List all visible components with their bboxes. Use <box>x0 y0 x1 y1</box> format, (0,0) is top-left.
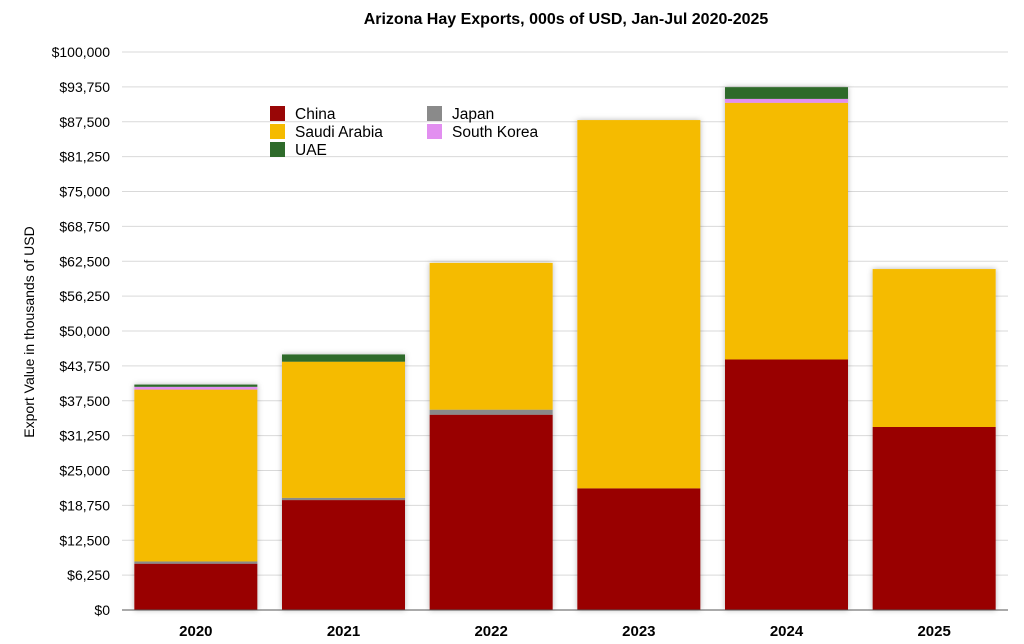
bar-saudi-arabia-2021 <box>282 361 405 498</box>
y-tick-label: $81,250 <box>59 149 110 165</box>
bar-uae-2021 <box>282 354 405 362</box>
y-tick-label: $12,500 <box>59 532 110 548</box>
bar-china-2024 <box>725 359 848 610</box>
x-tick-label: 2021 <box>327 623 360 640</box>
bar-china-2021 <box>282 500 405 610</box>
x-tick-label: 2023 <box>622 623 655 640</box>
y-axis-label: Export Value in thousands of USD <box>21 226 37 437</box>
bar-china-2025 <box>872 426 996 610</box>
bar-stack-2020 <box>134 384 258 610</box>
legend-item-japan: Japan <box>427 106 494 123</box>
y-tick-label: $25,000 <box>59 463 110 479</box>
bar-china-2023 <box>577 488 701 610</box>
y-tick-label: $75,000 <box>59 184 110 200</box>
bar-stack-2025 <box>872 269 996 610</box>
y-tick-label: $93,750 <box>59 79 110 95</box>
bar-saudi-arabia-2024 <box>725 102 848 360</box>
bar-saudi-arabia-2022 <box>429 262 553 410</box>
bar-south-korea-2020 <box>134 386 258 390</box>
y-tick-label: $100,000 <box>52 44 111 60</box>
bar-japan-2020 <box>134 561 258 564</box>
bar-saudi-arabia-2025 <box>872 269 996 427</box>
legend-label: South Korea <box>452 124 539 141</box>
y-tick-label: $43,750 <box>59 358 110 374</box>
bar-stack-2023 <box>577 120 701 610</box>
y-tick-label: $62,500 <box>59 253 110 269</box>
bar-saudi-arabia-2020 <box>134 389 258 562</box>
legend-label: Japan <box>452 106 494 123</box>
legend-item-saudi-arabia: Saudi Arabia <box>270 124 383 141</box>
y-tick-label: $18,750 <box>59 497 110 513</box>
legend-item-china: China <box>270 106 336 123</box>
y-tick-label: $0 <box>94 602 110 618</box>
x-tick-label: 2025 <box>917 623 950 640</box>
y-tick-label: $56,250 <box>59 288 110 304</box>
legend-swatch <box>427 106 442 121</box>
bar-stack-2022 <box>429 262 553 610</box>
legend-label: UAE <box>295 142 327 159</box>
bar-japan-2021 <box>282 497 405 501</box>
legend-item-south-korea: South Korea <box>427 124 539 141</box>
bar-uae-2024 <box>725 87 848 99</box>
y-tick-label: $87,500 <box>59 114 110 130</box>
bar-japan-2022 <box>429 409 553 415</box>
y-tick-label: $68,750 <box>59 218 110 234</box>
bar-china-2022 <box>429 414 553 610</box>
bar-south-korea-2024 <box>725 98 848 103</box>
legend-swatch <box>427 124 442 139</box>
bar-stack-2021 <box>282 354 405 610</box>
x-axis-ticks: 2020 2021 2022 2023 2024 2025 <box>179 623 951 640</box>
bar-china-2020 <box>134 563 258 610</box>
y-tick-label: $6,250 <box>67 567 110 583</box>
bar-saudi-arabia-2023 <box>577 120 701 489</box>
legend-label: Saudi Arabia <box>295 124 383 141</box>
x-tick-label: 2022 <box>474 623 507 640</box>
legend-label: China <box>295 106 336 123</box>
x-tick-label: 2020 <box>179 623 212 640</box>
grid-layer <box>122 51 1008 576</box>
y-axis-ticks: $0 $6,250 $12,500 $18,750 $25,000 $31,250 $37,… <box>52 44 111 618</box>
legend-swatch <box>270 142 285 157</box>
y-tick-label: $50,000 <box>59 323 110 339</box>
legend-item-uae: UAE <box>270 142 327 159</box>
bar-stack-2024 <box>725 87 848 610</box>
x-tick-label: 2024 <box>770 623 804 640</box>
legend-swatch <box>270 124 285 139</box>
bars <box>134 87 996 610</box>
y-tick-label: $37,500 <box>59 393 110 409</box>
chart-title: Arizona Hay Exports, 000s of USD, Jan-Ju… <box>364 11 769 28</box>
bar-uae-2020 <box>134 384 258 387</box>
y-tick-label: $31,250 <box>59 428 110 444</box>
legend-swatch <box>270 106 285 121</box>
